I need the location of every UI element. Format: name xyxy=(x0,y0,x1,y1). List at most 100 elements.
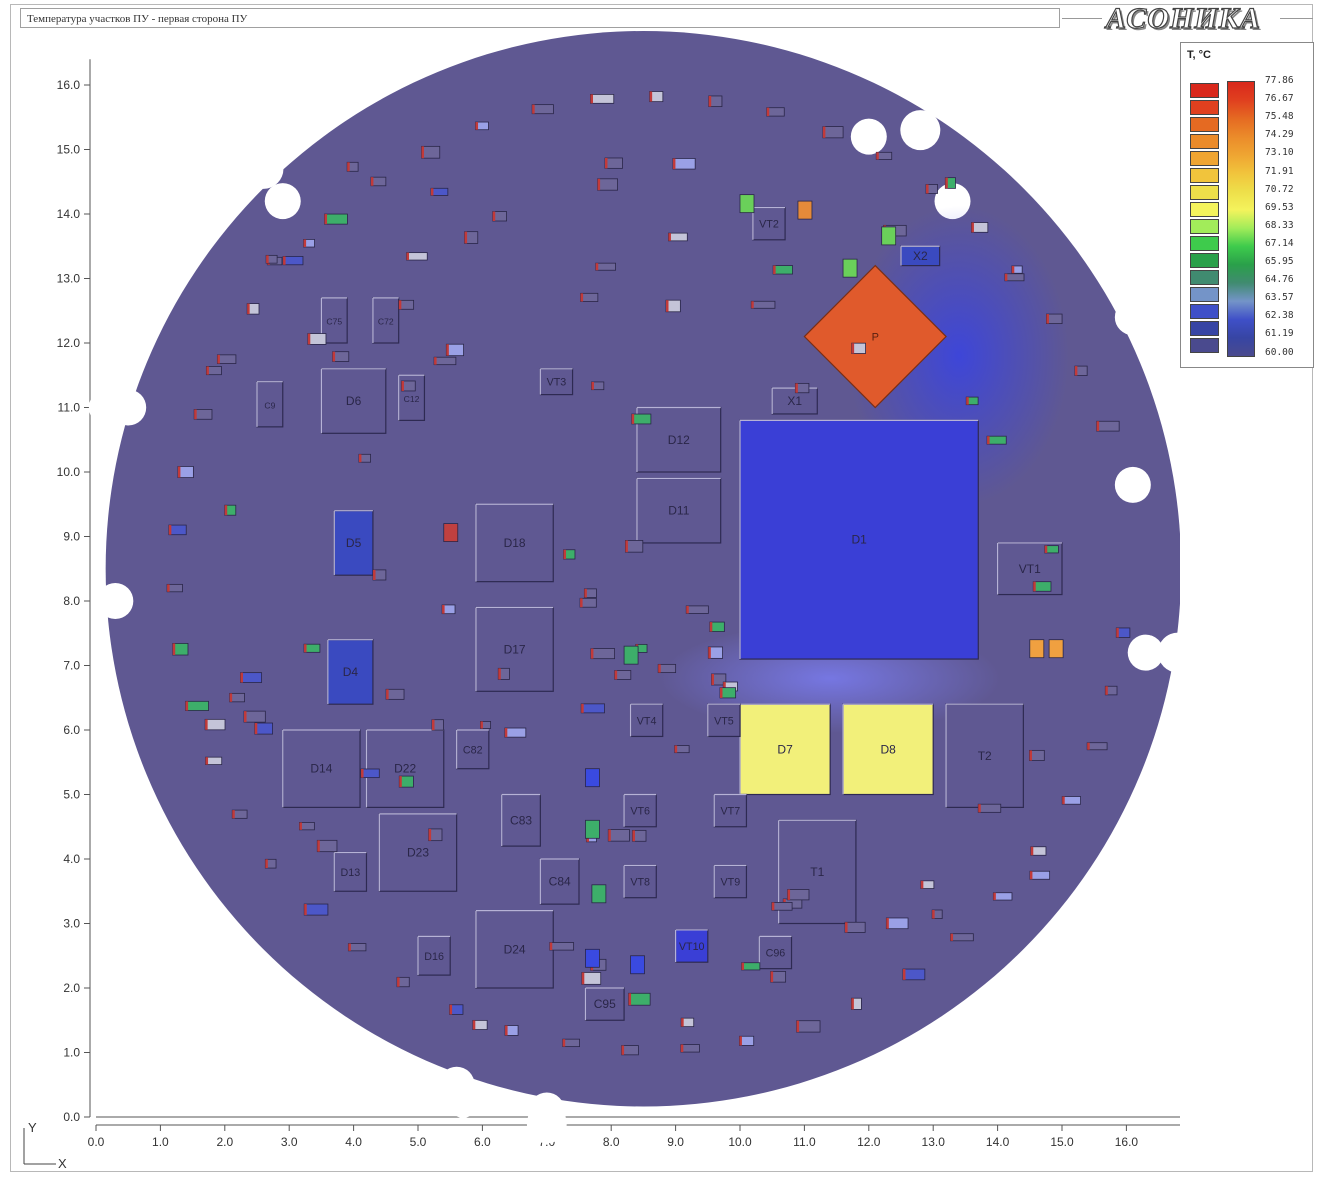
smd-part xyxy=(657,663,677,674)
smd-pad xyxy=(358,454,362,463)
smd-part xyxy=(595,262,616,271)
smd-pad xyxy=(304,644,307,653)
smd-body xyxy=(685,605,709,614)
component-label: D17 xyxy=(504,642,526,656)
component-body xyxy=(707,703,741,738)
y-tick-label: 16.0 xyxy=(57,78,81,92)
smd-part xyxy=(711,673,727,686)
smd-part xyxy=(583,588,597,598)
smd-pad xyxy=(902,969,906,980)
component-label: D12 xyxy=(668,433,690,447)
smd-part xyxy=(372,569,387,581)
board-notch xyxy=(1127,634,1164,671)
smd-part xyxy=(504,1025,519,1036)
x-tick-label: 16.0 xyxy=(1115,1135,1139,1149)
smd-part xyxy=(770,971,787,983)
smd-pad xyxy=(625,540,628,553)
smd-pad xyxy=(590,648,594,659)
component-label: VT4 xyxy=(637,715,657,727)
smd-body xyxy=(307,333,327,345)
component-body xyxy=(327,639,374,705)
component-label: D16 xyxy=(424,951,444,963)
smd-pad xyxy=(876,152,879,160)
x-tick-label: 3.0 xyxy=(281,1135,298,1149)
component-label: VT10 xyxy=(679,941,705,953)
smd-pad xyxy=(1044,545,1048,553)
smd-part xyxy=(741,962,761,971)
smd-hot-part xyxy=(881,226,897,246)
smd-part xyxy=(1030,846,1047,856)
smd-part xyxy=(193,409,213,420)
smd-pad xyxy=(464,231,468,244)
smd-part xyxy=(707,646,723,659)
component-d11: D11 xyxy=(636,477,722,544)
smd-body xyxy=(549,942,575,951)
smd-pad xyxy=(770,971,774,983)
component-c95: C95 xyxy=(584,987,625,1021)
window-title: Температура участков ПУ - первая сторона… xyxy=(20,8,1060,28)
smd-pad xyxy=(711,673,714,686)
smd-pad xyxy=(604,157,608,169)
legend-value: 67.14 xyxy=(1265,237,1294,249)
smd-part xyxy=(433,356,457,366)
smd-pad xyxy=(475,122,479,130)
smd-body xyxy=(347,943,367,952)
smd-pad xyxy=(254,723,258,735)
smd-part xyxy=(1115,627,1131,638)
smd-pad xyxy=(361,768,364,778)
component-vt6: VT6 xyxy=(623,793,657,828)
smd-part xyxy=(401,380,416,392)
smd-pad xyxy=(232,810,235,819)
smd-pad xyxy=(1029,871,1033,880)
smd-part xyxy=(902,968,926,981)
smd-hot-part xyxy=(585,819,600,839)
x-tick-label: 8.0 xyxy=(603,1135,620,1149)
legend-value: 65.95 xyxy=(1265,256,1294,267)
axis-icon-x-label: X xyxy=(58,1156,67,1171)
smd-part xyxy=(1046,313,1063,325)
board-notch xyxy=(900,110,941,151)
smd-pad xyxy=(628,993,632,1006)
smd-part xyxy=(246,303,260,315)
component-vt3: VT3 xyxy=(539,368,574,396)
component-label: X2 xyxy=(913,249,928,263)
y-tick-label: 0.0 xyxy=(63,1110,80,1124)
smd-part xyxy=(563,549,576,560)
smd-pad xyxy=(665,300,669,312)
smd-part xyxy=(885,917,909,930)
legend-step xyxy=(1190,185,1219,200)
smd-pad xyxy=(741,962,745,970)
smd-part xyxy=(944,177,956,189)
component-vt4: VT4 xyxy=(629,703,664,738)
smd-part xyxy=(950,933,974,942)
smd-body xyxy=(1029,870,1051,880)
smd-pad xyxy=(787,889,791,900)
smd-part xyxy=(231,809,248,819)
smd-part xyxy=(1029,870,1051,880)
component-d8: D8 xyxy=(842,703,934,796)
smd-pad xyxy=(428,828,432,841)
y-tick-label: 3.0 xyxy=(63,917,80,931)
smd-part xyxy=(229,692,245,703)
smd-hot-part xyxy=(585,948,600,968)
smd-part xyxy=(766,107,785,117)
smd-part xyxy=(931,909,943,919)
smd-pad xyxy=(658,664,661,673)
smd-body xyxy=(168,524,187,536)
smd-pad xyxy=(723,682,726,691)
smd-pad xyxy=(240,672,243,683)
smd-body xyxy=(406,252,428,261)
smd-part xyxy=(851,342,866,354)
smd-body xyxy=(590,94,615,104)
smd-part xyxy=(580,292,599,302)
smd-part xyxy=(674,745,690,754)
smd-pad xyxy=(709,622,713,632)
smd-part xyxy=(772,265,793,275)
smd-part xyxy=(240,672,263,683)
component-x2: X2 xyxy=(900,245,941,267)
smd-body xyxy=(766,107,785,117)
smd-pad xyxy=(987,436,990,445)
smd-part xyxy=(590,94,615,104)
component-label: C84 xyxy=(549,875,571,889)
component-label: VT8 xyxy=(630,877,650,889)
